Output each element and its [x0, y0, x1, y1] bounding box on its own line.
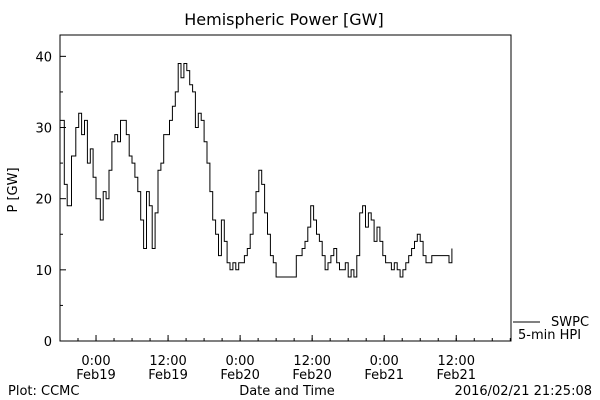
- x-tick-date-label: Feb19: [76, 368, 116, 383]
- x-tick-time-label: 12:00: [149, 354, 186, 369]
- timestamp: 2016/02/21 21:25:08: [455, 384, 592, 399]
- x-tick-date-label: Feb21: [364, 368, 404, 383]
- x-tick-date-label: Feb20: [220, 368, 260, 383]
- legend-entry-hpi: 5-min HPI: [518, 328, 581, 343]
- x-tick-date-label: Feb21: [436, 368, 476, 383]
- plot-credit: Plot: CCMC: [8, 384, 79, 399]
- y-axis-label: P [GW]: [6, 167, 21, 212]
- x-tick-time-label: 0:00: [81, 354, 110, 369]
- y-tick-label: 20: [35, 193, 52, 208]
- x-tick-time-label: 0:00: [370, 354, 399, 369]
- x-axis-ticks: 0:00Feb1912:00Feb190:00Feb2012:00Feb200:…: [59, 335, 511, 383]
- chart-title: Hemispheric Power [GW]: [184, 10, 383, 29]
- x-tick-date-label: Feb20: [292, 368, 332, 383]
- y-tick-label: 40: [35, 50, 52, 65]
- x-tick-time-label: 0:00: [226, 354, 255, 369]
- x-axis-label: Date and Time: [239, 384, 335, 399]
- y-tick-label: 0: [44, 335, 52, 350]
- x-tick-time-label: 12:00: [438, 354, 475, 369]
- plot-frame: [59, 34, 512, 342]
- y-axis-ticks: 0 10 20 30 40: [35, 50, 66, 350]
- x-tick-time-label: 12:00: [293, 354, 330, 369]
- y-tick-label: 30: [35, 122, 52, 137]
- y-tick-label: 10: [35, 264, 52, 279]
- legend-entry-swpc: SWPC: [551, 315, 589, 330]
- x-tick-date-label: Feb19: [148, 368, 188, 383]
- series-line-swpc: [60, 63, 453, 278]
- legend: SWPC 5-min HPI: [513, 315, 589, 343]
